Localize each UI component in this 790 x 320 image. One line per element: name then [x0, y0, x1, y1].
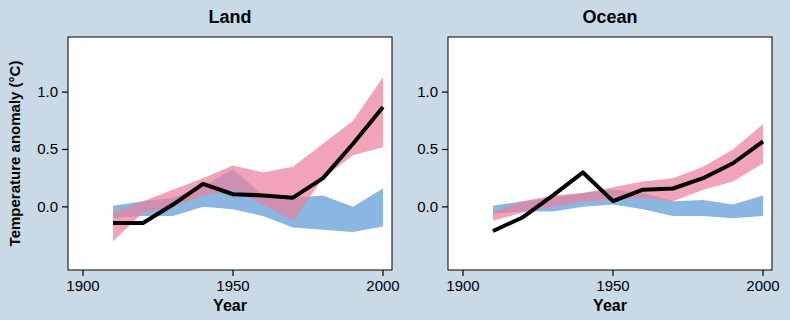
x-tick [762, 270, 763, 276]
x-tick-label: 1900 [446, 277, 479, 294]
x-tick [462, 270, 463, 276]
marks [493, 124, 763, 231]
y-tick-label: 1.0 [417, 83, 438, 100]
x-tick-label: 2000 [746, 277, 779, 294]
x-tick-label: 2000 [366, 277, 399, 294]
y-tick [62, 91, 68, 92]
y-tick-label: 1.0 [37, 83, 58, 100]
y-tick [442, 149, 448, 150]
model-band [493, 124, 763, 220]
frame [68, 37, 392, 270]
x-axis-label: Year [593, 297, 627, 314]
x-tick-label: 1900 [66, 277, 99, 294]
y-tick [62, 206, 68, 207]
y-tick-label: 0.5 [37, 140, 58, 157]
model-band [113, 77, 383, 241]
x-tick [82, 270, 83, 276]
y-axis-label: Temperature anomaly (°C) [6, 61, 23, 247]
marks [113, 77, 383, 241]
figure: 0.0 0.5 1.0 1900 1950 2000 Land Year Temperature… [0, 0, 790, 320]
y-tick-label: 0.5 [417, 140, 438, 157]
x-tick-label: 1950 [216, 277, 249, 294]
observed-line [113, 107, 383, 223]
x-axis-label: Year [213, 297, 247, 314]
x-tick [382, 270, 383, 276]
observed-line [493, 141, 763, 231]
y-tick [62, 149, 68, 150]
plot-area [68, 37, 392, 270]
panel-title: Land [209, 7, 252, 27]
x-tick [232, 270, 233, 276]
plot-area [448, 37, 772, 270]
panel-title: Ocean [582, 7, 637, 27]
y-tick-label: 0.0 [37, 198, 58, 215]
frame [448, 37, 772, 270]
x-tick [612, 270, 613, 276]
y-tick [442, 206, 448, 207]
x-tick-label: 1950 [596, 277, 629, 294]
y-tick-label: 0.0 [417, 198, 438, 215]
y-tick [442, 91, 448, 92]
